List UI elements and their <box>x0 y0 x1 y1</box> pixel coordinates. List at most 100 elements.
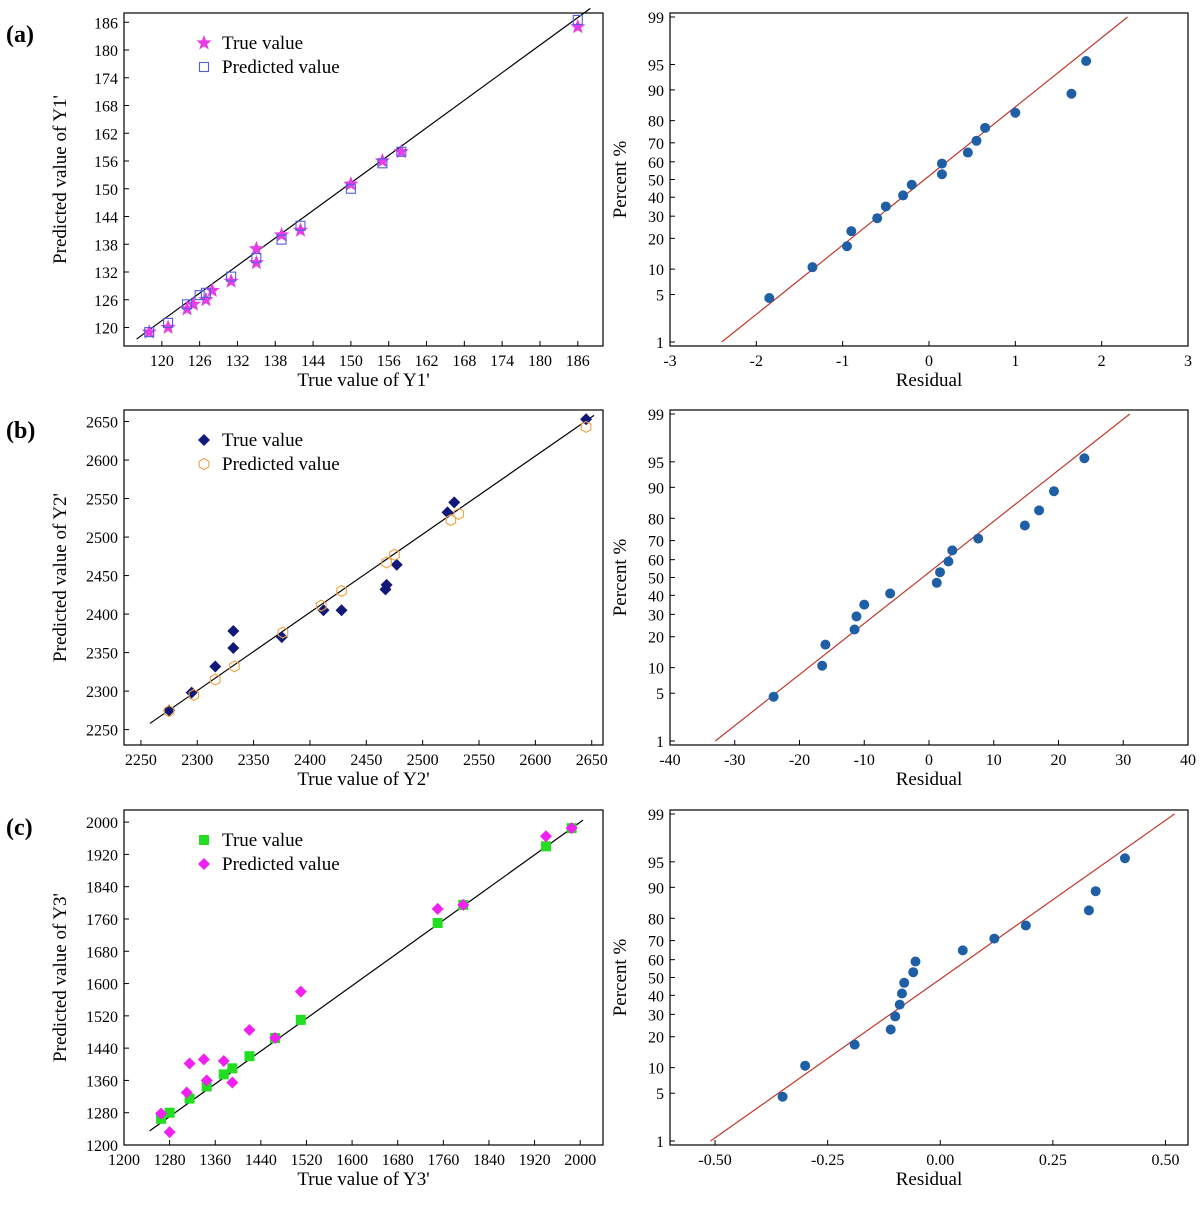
a-residual-normal-residual-point <box>962 147 973 158</box>
c-pred-vs-true-legend-label: Predicted value <box>222 854 340 875</box>
b-pred-vs-true-ytick-label: 2250 <box>86 723 118 740</box>
c-residual-normal-residual-point <box>957 945 968 956</box>
a-pred-vs-true-frame <box>123 12 604 347</box>
c-residual-normal-residual-point <box>849 1039 860 1050</box>
c-pred-vs-true-point-pred <box>457 898 470 911</box>
b-pred-vs-true-xtick-label: 2600 <box>519 752 551 769</box>
b-residual-normal-xtick-label: 30 <box>1115 752 1131 769</box>
a-pred-vs-true-xtick-label: 180 <box>528 353 552 370</box>
a-pred-vs-true-ytick-label: 168 <box>94 99 118 116</box>
c-residual-normal-marks <box>710 813 1175 1142</box>
a-residual-normal-ytick-label: 90 <box>648 83 664 100</box>
b-residual-normal-ytick-label: 10 <box>648 661 664 678</box>
b-residual-normal-residual-point <box>859 599 870 610</box>
c-residual-normal-residual-point <box>1020 920 1031 931</box>
b-residual-normal-ytick-label: 20 <box>648 630 664 647</box>
b-residual-normal-axes: -40 -30 -20 -10 0 10 20 30 401510203040506070809… <box>610 407 1196 790</box>
b-pred-vs-true-point-true <box>380 578 393 591</box>
a-pred-vs-true-point-pred <box>194 290 205 301</box>
a-residual-normal-residual-point <box>846 226 857 237</box>
a-residual-normal-ytick-label: 60 <box>648 155 664 172</box>
a-pred-vs-true-point-pred <box>144 327 155 338</box>
c-pred-vs-true-point-pred <box>269 1032 282 1045</box>
c-residual-normal-residual-point <box>777 1091 788 1102</box>
c-residual-normal-ytick-label: 80 <box>648 911 664 928</box>
a-pred-vs-true-point-pred <box>276 234 287 245</box>
a-pred-vs-true-ytick-label: 132 <box>94 265 118 282</box>
a-pred-vs-true-point-pred <box>226 271 237 282</box>
c-pred-vs-true-ytick-label: 1760 <box>86 912 118 929</box>
a-residual-normal-ytick-label: 70 <box>648 136 664 153</box>
a-residual-normal-xtick-label: 3 <box>1184 353 1192 370</box>
c-pred-vs-true-point-pred <box>539 830 552 843</box>
a-residual-normal-ylabel: Percent % <box>610 141 631 219</box>
a-pred-vs-true-xtick-label: 144 <box>301 353 325 370</box>
a-residual-normal-xtick-label: 0 <box>925 353 933 370</box>
b-pred-vs-true-ytick-label: 2600 <box>86 453 118 470</box>
b-pred-vs-true-ytick-label: 2450 <box>86 569 118 586</box>
a-residual-normal-ytick-label: 99 <box>648 10 664 27</box>
c-pred-vs-true-xtick-label: 1520 <box>290 1152 322 1169</box>
c-pred-vs-true-point-pred <box>197 1053 210 1066</box>
b-pred-vs-true-ytick-label: 2300 <box>86 684 118 701</box>
b-residual-normal-ytick-label: 70 <box>648 534 664 551</box>
c-pred-vs-true-ytick-label: 1440 <box>86 1041 118 1058</box>
c-residual-normal-ytick-label: 70 <box>648 934 664 951</box>
b-pred-vs-true-ytick-label: 2350 <box>86 646 118 663</box>
b-residual-normal-ytick-label: 80 <box>648 511 664 528</box>
a-pred-vs-true-xtick-label: 132 <box>225 353 249 370</box>
c-pred-vs-true-xtick-label: 2000 <box>564 1152 596 1169</box>
a-pred-vs-true-legend-label: True value <box>222 33 303 54</box>
c-pred-vs-true-point-pred <box>200 1074 213 1087</box>
a-pred-vs-true-point-pred <box>200 287 211 298</box>
c-pred-vs-true-ylabel: Predicted value of Y3' <box>50 893 71 1062</box>
b-residual-normal-residual-point <box>973 533 984 544</box>
b-pred-vs-true-xtick-label: 2450 <box>350 752 382 769</box>
c-residual-normal-ytick-label: 99 <box>648 807 664 824</box>
b-pred-vs-true-axes: 2250 2300 2350 2400 2450 2500 2550 2600 2650 2250… <box>50 409 608 790</box>
c-pred-vs-true-ytick-label: 1840 <box>86 880 118 897</box>
c-pred-vs-true-point-pred <box>226 1076 239 1089</box>
c-residual-normal-ytick-label: 20 <box>648 1030 664 1047</box>
b-pred-vs-true-point-pred <box>209 673 221 686</box>
c-residual-normal-xtick-label: -0.50 <box>698 1152 731 1169</box>
a-pred-vs-true-ytick-label: 144 <box>94 210 118 227</box>
b-pred-vs-true-ylabel: Predicted value of Y2' <box>50 493 71 662</box>
c-pred-vs-true-point-true <box>218 1069 229 1080</box>
b-pred-vs-true-point-pred <box>229 660 240 673</box>
b-pred-vs-true-legend: True value Predicted value <box>198 430 340 475</box>
a-pred-vs-true-ytick-label: 138 <box>94 237 118 254</box>
a-pred-vs-true-ytick-label: 180 <box>94 43 118 60</box>
b-residual-normal-residual-point <box>885 588 896 599</box>
b-pred-vs-true-point-true <box>335 604 348 617</box>
c-pred-vs-true-xtick-label: 1680 <box>382 1152 414 1169</box>
b-pred-vs-true-point-pred <box>188 688 200 702</box>
a-pred-vs-true-legend-label: Predicted value <box>222 57 340 78</box>
b-residual-normal-normal-line <box>714 413 1131 742</box>
b-pred-vs-true-point-pred <box>315 599 327 612</box>
c-residual-normal-ytick-label: 5 <box>656 1086 664 1103</box>
b-pred-vs-true-point-pred <box>163 704 175 718</box>
a-pred-vs-true-xlabel: True value of Y1' <box>297 370 429 391</box>
a-pred-vs-true-point-true <box>204 282 220 297</box>
c-residual-normal-ytick-label: 30 <box>648 1007 664 1024</box>
a-pred-vs-true-ylabel: Predicted value of Y1' <box>50 95 71 264</box>
b-pred-vs-true-xtick-label: 2350 <box>238 752 270 769</box>
c-pred-vs-true-xtick-label: 1440 <box>245 1152 277 1169</box>
a-residual-normal-residual-point <box>936 169 947 180</box>
c-pred-vs-true-point-pred <box>565 822 578 835</box>
a-pred-vs-true-point-true <box>198 291 214 307</box>
b-residual-normal-xtick-label: -10 <box>854 752 875 769</box>
a-pred-vs-true-point-pred <box>251 253 262 264</box>
b-residual-normal-ytick-label: 1 <box>656 734 664 751</box>
a-pred-vs-true-point-true <box>343 176 359 191</box>
c-residual-normal-xtick-label: 0.25 <box>1039 1152 1067 1169</box>
a-pred-vs-true-point-true <box>141 324 157 339</box>
b-pred-vs-true-xtick-label: 2300 <box>181 752 213 769</box>
a-residual-normal-ytick-label: 40 <box>648 190 664 207</box>
a-pred-vs-true-point-pred <box>377 158 388 169</box>
b-residual-normal-ytick-label: 95 <box>648 455 664 472</box>
b-residual-normal-residual-point <box>1079 453 1090 464</box>
a-residual-normal-residual-point <box>971 135 982 146</box>
